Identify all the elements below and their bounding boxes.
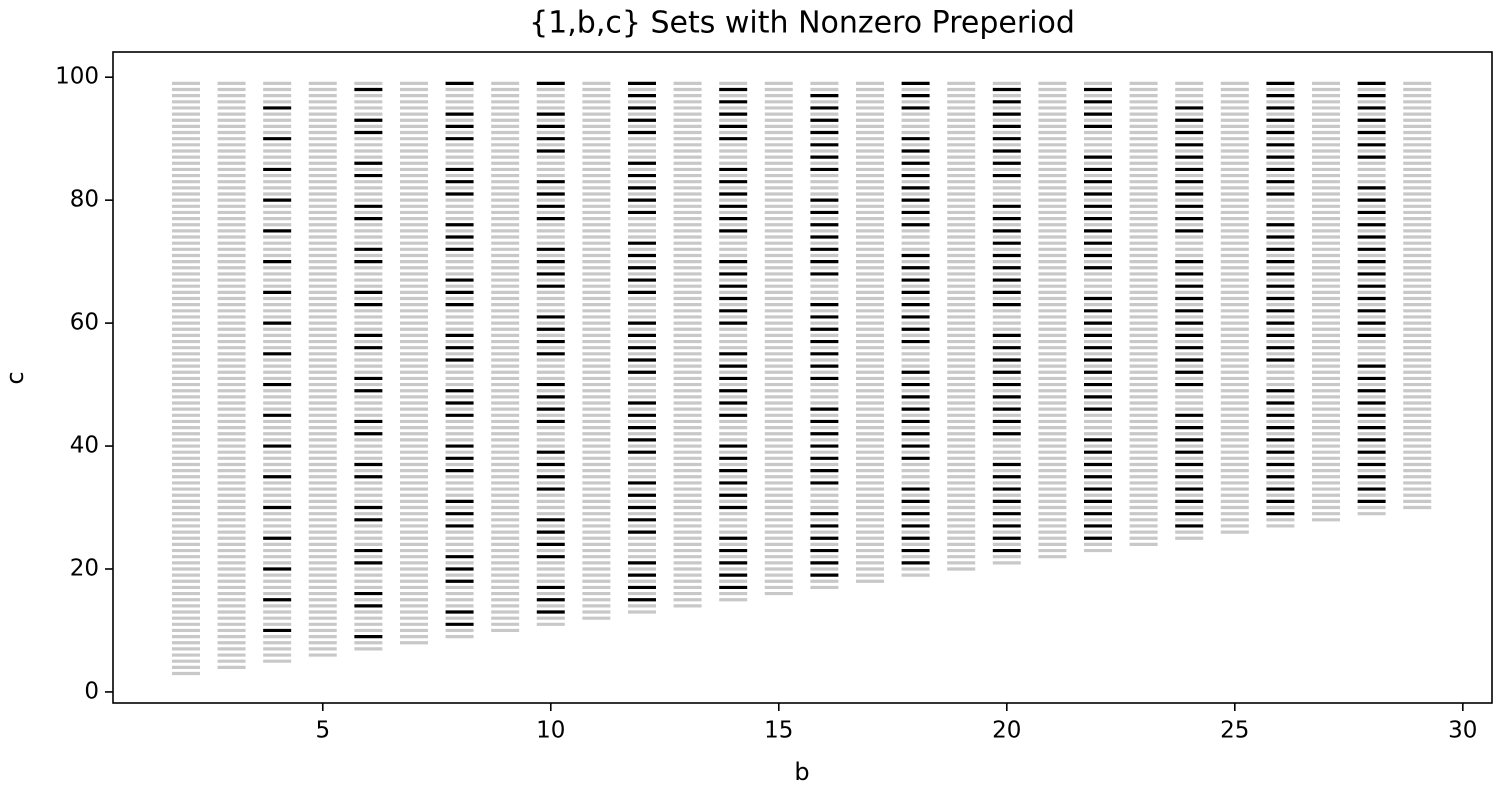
x-tick-label: 25 <box>1220 718 1249 744</box>
x-tick-label: 30 <box>1448 718 1477 744</box>
y-tick-label: 80 <box>70 187 99 213</box>
plot-marks <box>171 81 1432 676</box>
y-tick-label: 100 <box>55 64 99 90</box>
y-tick-label: 0 <box>84 678 99 704</box>
x-axis-label: b <box>794 758 809 786</box>
plot-frame <box>112 51 1493 704</box>
x-tick-label: 10 <box>536 718 565 744</box>
y-axis-label: c <box>1 371 29 384</box>
x-tick-label: 15 <box>764 718 793 744</box>
chart-title: {1,b,c} Sets with Nonzero Preperiod <box>529 6 1075 41</box>
x-tick-label: 5 <box>315 718 330 744</box>
y-tick-label: 40 <box>70 433 99 459</box>
y-tick-label: 20 <box>70 555 99 581</box>
x-tick-label: 20 <box>992 718 1021 744</box>
y-tick-label: 60 <box>70 310 99 336</box>
